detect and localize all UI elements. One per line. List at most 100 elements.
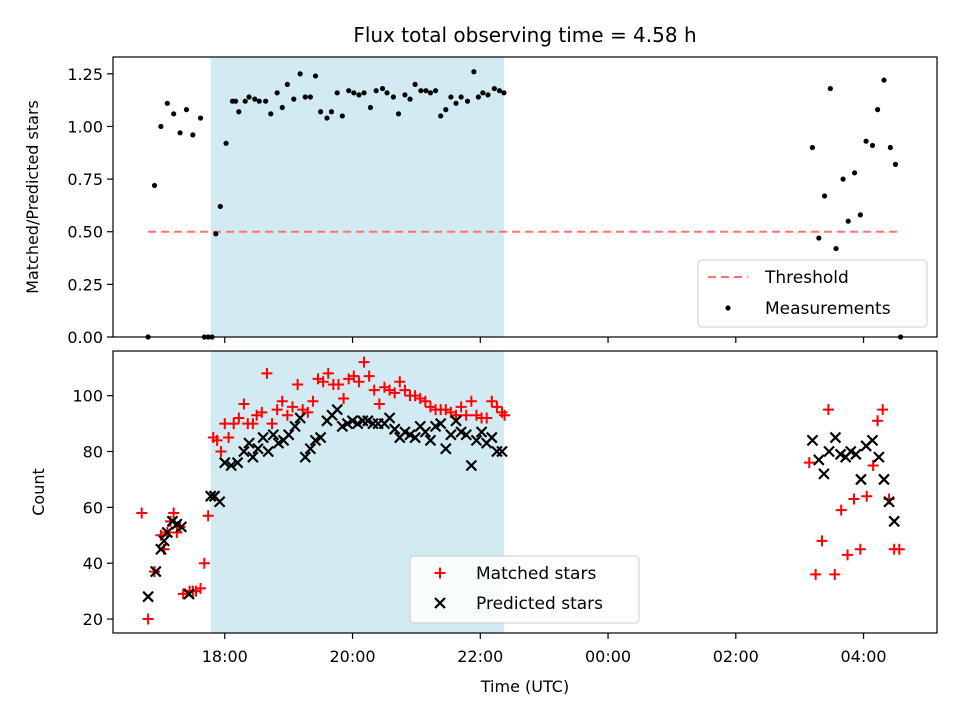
- data-point: [353, 376, 365, 388]
- data-point: [324, 115, 330, 121]
- data-point: [440, 442, 452, 455]
- data-point: [470, 434, 483, 447]
- data-point: [215, 446, 227, 458]
- data-point: [367, 417, 379, 430]
- bottom-y-axis-label: Count: [29, 468, 48, 516]
- x-tick-label: 20:00: [329, 647, 375, 666]
- data-point: [873, 451, 885, 463]
- data-point: [314, 431, 327, 444]
- data-point: [183, 107, 190, 113]
- bottom-panel: 20 40 60 80 100 18:00 20:00 22:00 00:00 02:00 04:0…: [72, 350, 938, 666]
- data-point: [228, 418, 240, 430]
- y-tick-label: 80: [83, 443, 103, 462]
- data-point: [471, 69, 477, 75]
- data-point: [821, 193, 828, 199]
- data-point: [171, 526, 183, 538]
- data-point: [363, 370, 375, 382]
- data-point: [219, 456, 231, 469]
- data-point: [450, 415, 462, 427]
- data-point: [252, 96, 258, 102]
- y-tick-label: 0.50: [67, 223, 103, 242]
- data-point: [276, 395, 288, 407]
- data-point: [809, 144, 816, 151]
- x-tick-label: 00:00: [585, 647, 631, 666]
- data-point: [331, 403, 343, 416]
- data-point: [373, 398, 385, 410]
- data-point: [238, 398, 250, 410]
- data-point: [803, 457, 815, 469]
- y-tick-label: 0.75: [67, 170, 103, 189]
- data-point: [177, 588, 189, 600]
- data-point: [388, 423, 401, 435]
- data-point: [866, 434, 879, 447]
- data-point: [190, 132, 196, 138]
- data-point: [302, 406, 314, 418]
- data-point: [294, 412, 306, 424]
- data-point: [394, 376, 406, 388]
- data-point: [861, 490, 873, 502]
- x-tick-label: 18:00: [202, 647, 248, 666]
- data-point: [304, 442, 317, 455]
- data-point: [458, 94, 464, 100]
- data-point: [257, 431, 269, 444]
- series-matched-stars: [136, 356, 905, 625]
- data-point: [818, 468, 830, 480]
- data-point: [877, 404, 889, 416]
- legend-threshold-label: Threshold: [764, 268, 849, 288]
- data-point: [867, 459, 879, 471]
- data-point: [142, 590, 154, 603]
- data-point: [297, 71, 303, 77]
- data-point: [863, 138, 869, 144]
- data-point: [893, 543, 905, 555]
- plot-frame: [112, 350, 938, 634]
- data-point: [409, 431, 421, 444]
- data-point: [356, 92, 362, 98]
- data-point: [443, 107, 449, 113]
- data-point: [274, 90, 280, 96]
- data-point: [198, 557, 210, 569]
- data-point: [238, 445, 250, 458]
- data-point: [848, 493, 860, 505]
- data-point: [231, 456, 244, 469]
- chart-title: Flux total observing time = 4.58 h: [353, 23, 696, 47]
- data-point: [247, 418, 259, 430]
- y-tick-label: 0.25: [67, 275, 103, 294]
- data-point: [465, 395, 477, 407]
- data-point: [445, 428, 457, 441]
- data-point: [460, 409, 472, 421]
- data-point: [136, 507, 148, 519]
- data-point: [464, 98, 471, 104]
- legend-box: [697, 259, 928, 328]
- plot-frame: [112, 56, 938, 338]
- data-point: [496, 445, 508, 458]
- data-point: [419, 395, 431, 407]
- data-point: [816, 535, 828, 547]
- data-point: [475, 94, 481, 100]
- data-point: [465, 459, 478, 472]
- y-tick-label: 1.25: [67, 65, 103, 84]
- data-point: [852, 170, 858, 176]
- data-point: [171, 111, 177, 117]
- data-point: [332, 379, 344, 391]
- data-point: [164, 100, 170, 106]
- data-point: [395, 111, 402, 117]
- legend-box: [409, 555, 640, 624]
- x-tick-label: 02:00: [713, 647, 759, 666]
- data-point: [432, 88, 439, 94]
- data-point: [481, 412, 493, 424]
- data-point: [213, 495, 226, 508]
- data-point: [455, 401, 467, 413]
- data-point: [491, 85, 497, 92]
- data-point: [158, 123, 164, 130]
- data-point: [389, 387, 401, 399]
- data-point: [142, 613, 154, 625]
- data-point: [236, 109, 242, 115]
- data-point: [197, 115, 204, 121]
- y-tick-label: 0.00: [67, 328, 103, 347]
- data-point: [460, 428, 473, 441]
- data-point: [312, 73, 319, 79]
- legend-predicted-swatch: [434, 597, 446, 609]
- data-point: [289, 420, 301, 433]
- data-point: [346, 88, 352, 94]
